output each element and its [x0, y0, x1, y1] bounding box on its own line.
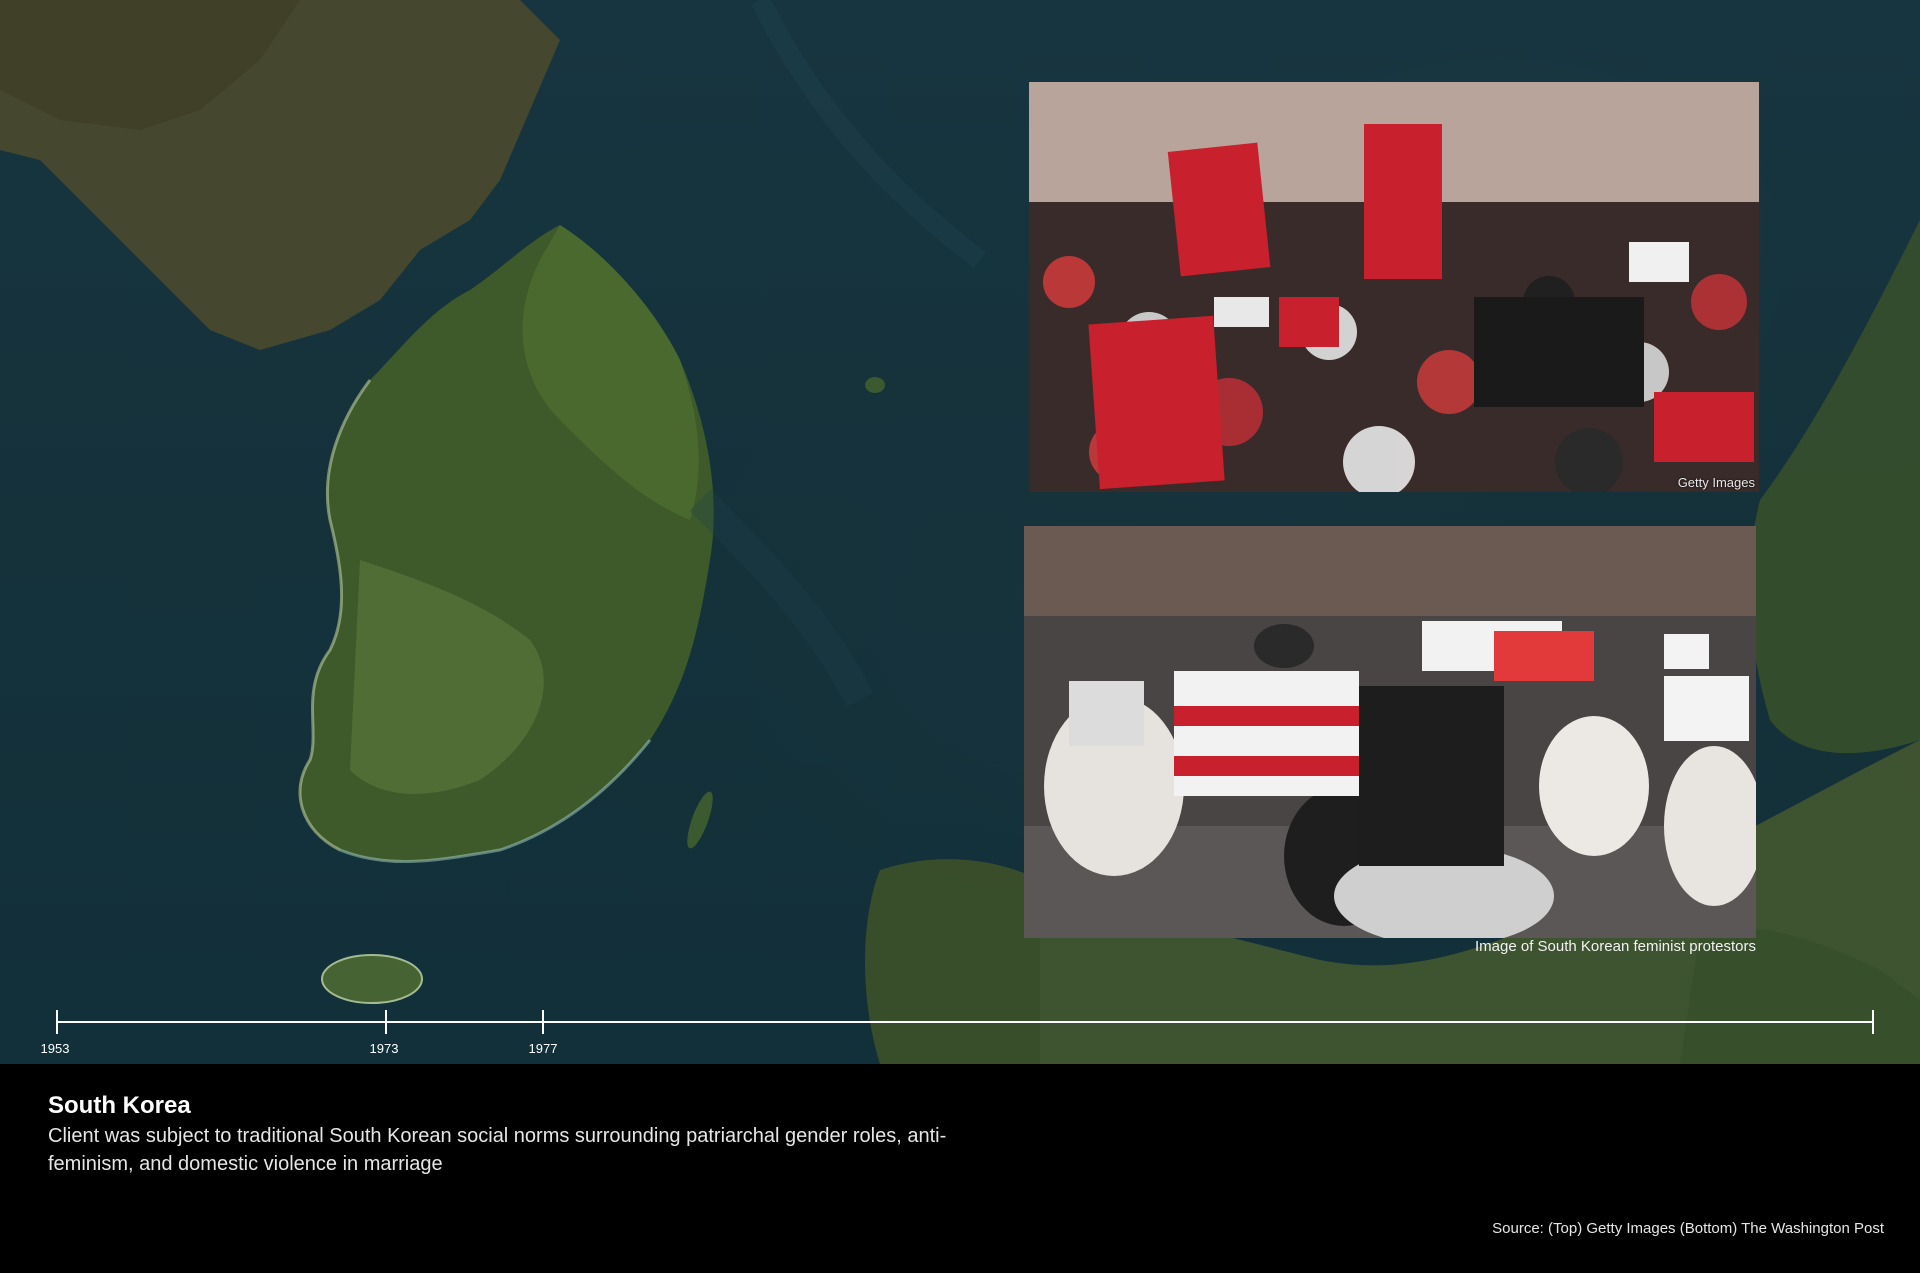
timeline-tick-1973 [385, 1010, 387, 1034]
section-description: Client was subject to traditional South … [48, 1125, 947, 1175]
protest-crowd-image [1029, 82, 1759, 492]
timeline: 1953 1973 1977 [0, 1000, 1920, 1064]
source-citation: Source: (Top) Getty Images (Bottom) The … [1492, 1220, 1884, 1237]
protest-photo-bottom [1024, 526, 1756, 938]
timeline-axis [57, 1021, 1874, 1023]
photo-credit: Getty Images [1677, 475, 1755, 490]
info-footer: South Korea Client was subject to tradit… [0, 1064, 1920, 1273]
timeline-label-1973: 1973 [369, 1041, 399, 1056]
timeline-tick-start [56, 1010, 58, 1034]
korea-map-graphic [0, 0, 1920, 1064]
timeline-label-1977: 1977 [528, 1041, 558, 1056]
photo-caption: Image of South Korean feminist protestor… [1475, 938, 1756, 955]
timeline-tick-1977 [542, 1010, 544, 1034]
timeline-tick-end [1872, 1010, 1874, 1034]
protest-photo-top: Getty Images [1029, 82, 1759, 492]
sit-in-protest-image [1024, 526, 1756, 938]
section-title: South Korea [48, 1092, 191, 1119]
timeline-label-1953: 1953 [40, 1041, 70, 1056]
